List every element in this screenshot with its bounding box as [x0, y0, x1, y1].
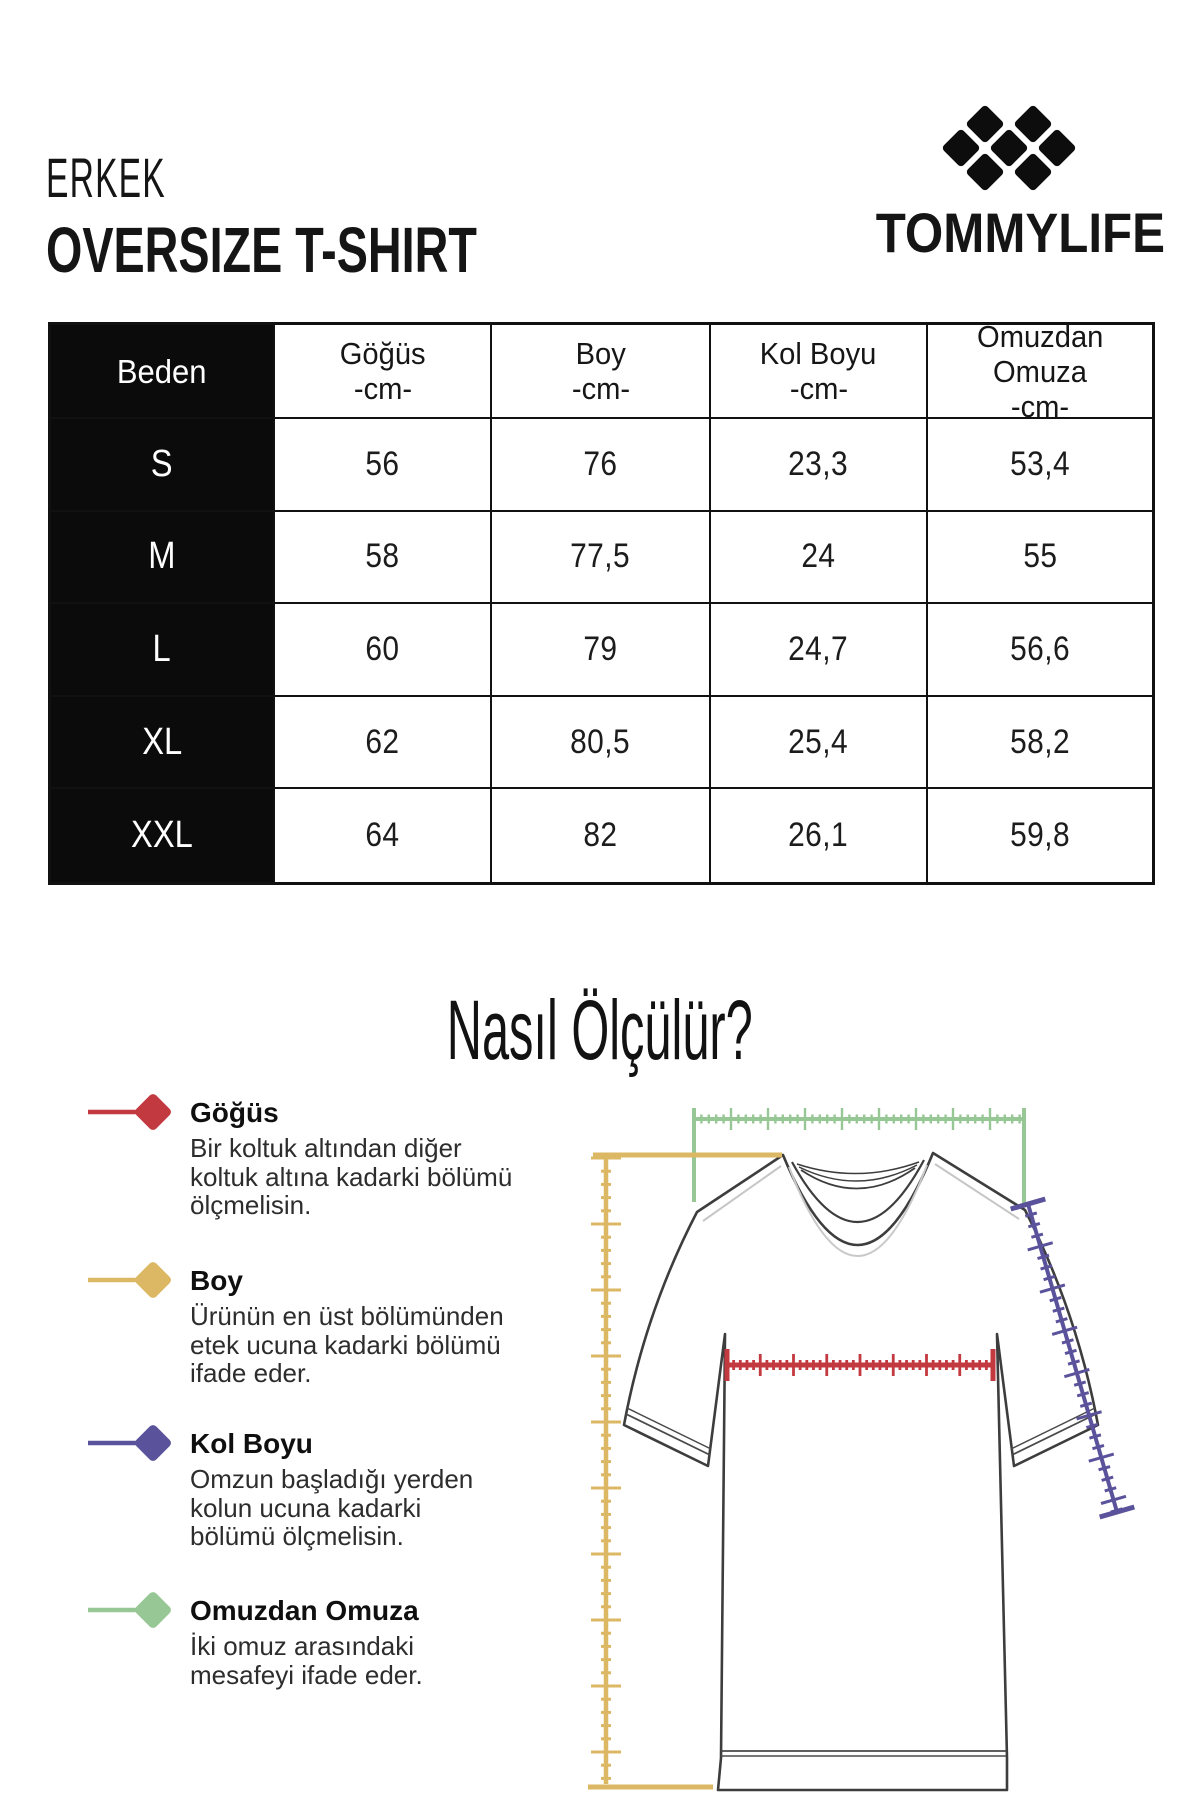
value-cell: 25,4	[711, 696, 928, 790]
value-cell: 56,6	[928, 604, 1152, 697]
chest-diamond-icon	[88, 1094, 171, 1130]
how-to-measure-title: Nasıl Ölçülür?	[447, 983, 753, 1077]
value-cell: 77,5	[492, 511, 711, 605]
tshirt-measure-diagram	[588, 1108, 1135, 1792]
value-cell: 76	[492, 419, 711, 512]
length-diamond-icon	[88, 1262, 171, 1298]
value-cell: 56	[275, 419, 492, 512]
value-cell: 24	[711, 511, 928, 605]
value-cell: 58,2	[928, 696, 1152, 790]
value-cell: 62	[275, 696, 492, 790]
table-header-omuzdan-omuza: Omuzdan Omuza -cm-	[928, 319, 1152, 424]
size-cell-m: M	[51, 511, 275, 605]
value-cell: 80,5	[492, 696, 711, 790]
category-title: ERKEK	[46, 146, 166, 209]
product-title: OVERSIZE T-SHIRT	[46, 214, 477, 286]
table-header-gogus: Göğüs -cm-	[275, 325, 492, 419]
legend-label: Omuzdan Omuza	[190, 1595, 419, 1626]
value-cell: 53,4	[928, 419, 1152, 512]
legend-description: Omzun başladığı yerden kolun ucuna kadar…	[190, 1464, 474, 1551]
legend-label: Göğüs	[190, 1097, 279, 1128]
legend-item-omuzdan-omuza: Omuzdan Omuza İki omuz arasındaki mesafe…	[88, 1592, 588, 1690]
legend-item-boy: Boy Ürünün en üst bölümünden etek ucuna …	[88, 1262, 588, 1388]
value-cell: 55	[928, 511, 1152, 605]
legend-description: Ürünün en üst bölümünden etek ucuna kada…	[190, 1301, 504, 1388]
value-cell: 24,7	[711, 604, 928, 697]
chest-ruler	[724, 1349, 996, 1381]
legend-label: Boy	[190, 1265, 243, 1296]
legend-item-gogus: Göğüs Bir koltuk altından diğer koltuk a…	[88, 1094, 588, 1220]
value-cell: 64	[275, 789, 492, 882]
legend-label: Kol Boyu	[190, 1428, 313, 1459]
size-cell-l: L	[51, 604, 275, 697]
tshirt-drawing	[622, 1151, 1100, 1792]
sleeve-ruler	[1010, 1196, 1135, 1520]
value-cell: 26,1	[711, 789, 928, 882]
table-header-kol-boyu: Kol Boyu -cm-	[711, 325, 928, 419]
size-cell-xxl: XXL	[51, 789, 275, 882]
size-cell-xl: XL	[51, 696, 275, 790]
value-cell: 59,8	[928, 789, 1152, 882]
table-header-boy: Boy -cm-	[492, 325, 711, 419]
brand-logo-diamonds-icon	[942, 105, 1076, 191]
value-cell: 82	[492, 789, 711, 882]
legend-item-kol-boyu: Kol Boyu Omzun başladığı yerden kolun uc…	[88, 1425, 588, 1551]
table-header-beden: Beden	[51, 325, 275, 419]
length-ruler	[588, 1152, 782, 1790]
legend-description: Bir koltuk altından diğer koltuk altına …	[190, 1133, 513, 1220]
size-table: Beden Göğüs -cm- Boy -cm- Kol Boyu -cm- Omu…	[48, 319, 1155, 885]
value-cell: 79	[492, 604, 711, 697]
value-cell: 23,3	[711, 419, 928, 512]
brand-wordmark: TOMMYLIFE	[875, 201, 1166, 264]
size-cell-s: S	[51, 419, 275, 512]
value-cell: 60	[275, 604, 492, 697]
sleeve-diamond-icon	[88, 1425, 171, 1461]
shoulder-diamond-icon	[88, 1592, 171, 1628]
legend-description: İki omuz arasındaki mesafeyi ifade eder.	[190, 1631, 423, 1690]
value-cell: 58	[275, 511, 492, 605]
